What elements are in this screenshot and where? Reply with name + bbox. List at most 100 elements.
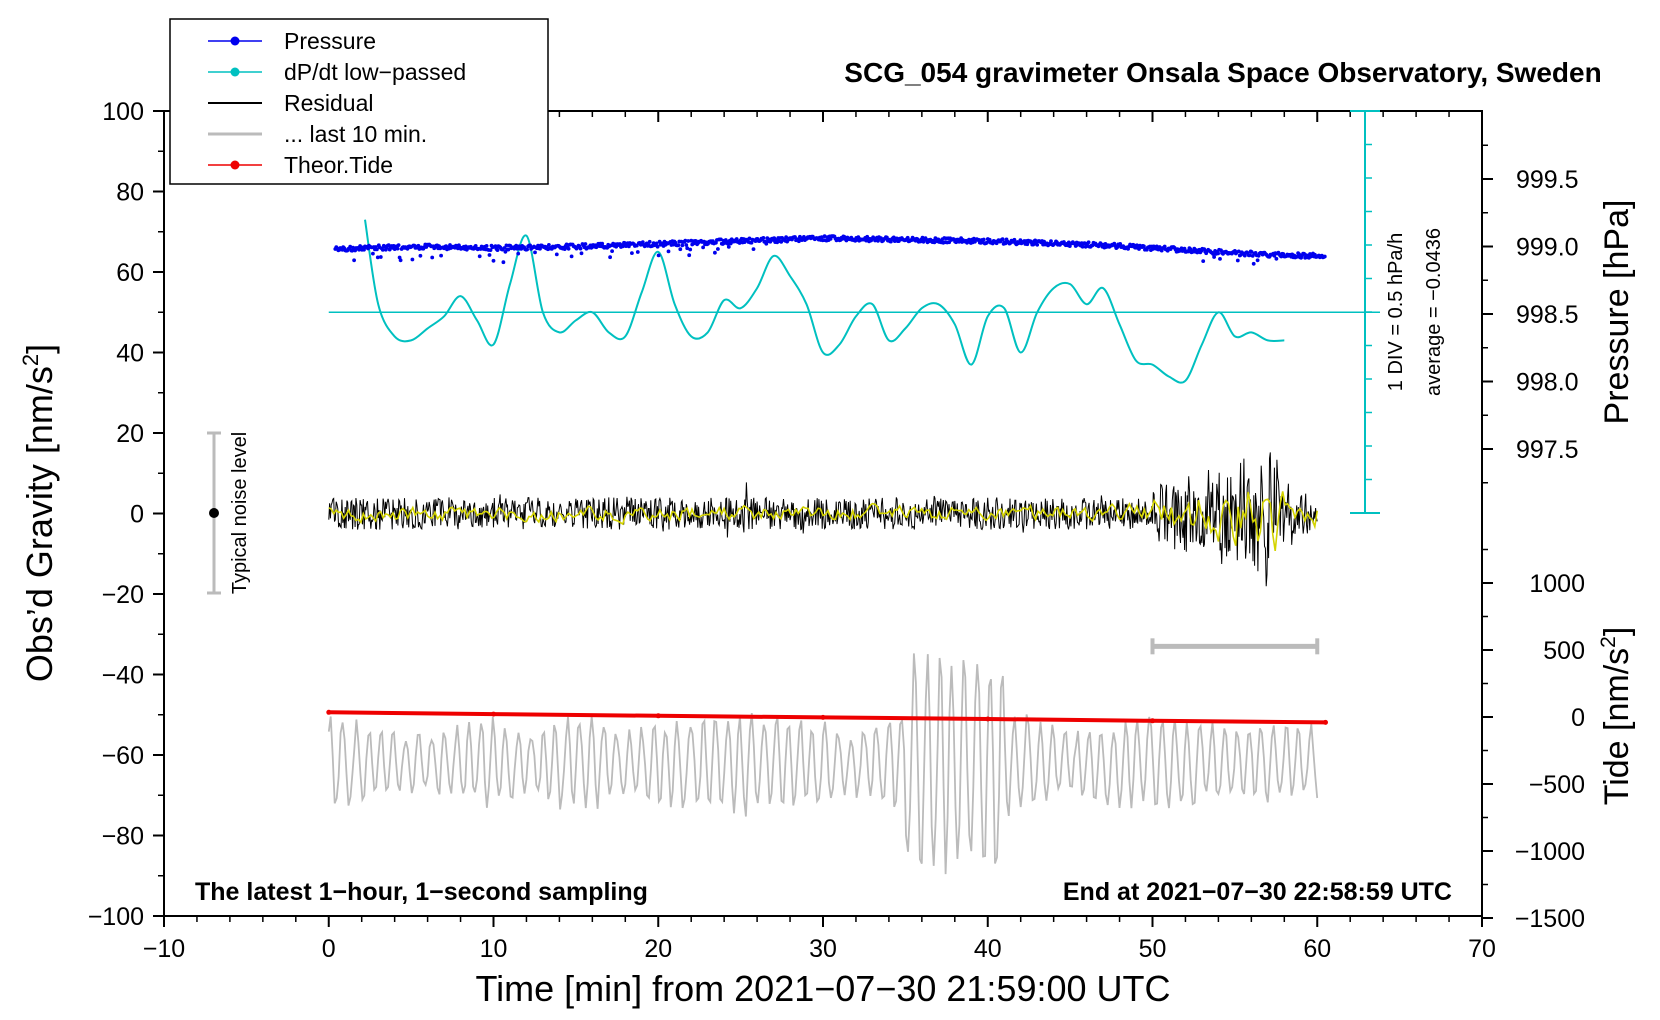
pressure-point — [713, 250, 717, 255]
pressure-point — [516, 251, 521, 256]
y-tick-label: 20 — [116, 420, 144, 448]
legend-item-theor-tide: Theor.Tide — [208, 152, 393, 178]
pressure-point — [751, 247, 756, 252]
pressure-point — [493, 244, 498, 249]
pressure-point — [1012, 237, 1017, 242]
pressure-point — [538, 246, 542, 251]
pressure-point — [726, 245, 731, 249]
pressure-point — [395, 246, 400, 251]
legend-marker-pressure — [230, 36, 240, 46]
y-tick-label: 60 — [116, 259, 144, 287]
pressure-point — [761, 236, 766, 240]
pressure-point — [566, 246, 571, 251]
pressure-point — [1086, 240, 1091, 245]
pressure-point — [396, 243, 401, 248]
theor-tide-point — [1323, 719, 1328, 725]
pressure-point — [1118, 242, 1123, 246]
x-axis-label: Time [min] from 2021−07−30 21:59:00 UTC — [475, 968, 1170, 1009]
pressure-point — [610, 249, 614, 254]
pressure-point — [608, 255, 612, 260]
pressure-point — [687, 253, 692, 258]
y-axis-label-tide-sup: 2 — [1597, 636, 1620, 648]
x-tick-label: 10 — [480, 935, 508, 963]
pressure-point — [578, 246, 583, 251]
y-axis-label-left: Obs’d Gravity [nm/s2] — [18, 344, 60, 682]
legend-item-residual: Residual — [208, 90, 374, 116]
x-tick-label: 70 — [1468, 935, 1496, 963]
y-tick-label: −20 — [102, 581, 144, 609]
pressure-point — [666, 249, 671, 254]
pressure-point — [352, 258, 356, 263]
pressure-point — [749, 240, 754, 245]
pressure-point — [600, 241, 605, 246]
pressure-point — [822, 234, 827, 239]
pressure-point — [621, 244, 625, 249]
tide-tick-label: −1000 — [1515, 838, 1585, 866]
pressure-point — [410, 257, 415, 262]
y-tick-label: 80 — [116, 179, 144, 207]
x-tick-label: 40 — [974, 935, 1002, 963]
chart-title: SCG_054 gravimeter Onsala Space Observat… — [844, 57, 1601, 88]
pressure-point — [1182, 246, 1187, 251]
pressure-point — [905, 235, 910, 240]
pressure-point — [579, 251, 584, 256]
pressure-point — [932, 240, 937, 245]
pressure-point — [1080, 244, 1085, 249]
pressure-point — [1247, 253, 1252, 258]
legend-marker-theor-tide — [230, 160, 240, 170]
tide-tick-label: −1500 — [1515, 905, 1585, 933]
dpdt-div-label: 1 DIV = 0.5 hPa/h — [1385, 233, 1407, 391]
y-tick-label: −100 — [88, 903, 144, 931]
y-tick-label: −60 — [102, 742, 144, 770]
pressure-point — [676, 243, 681, 248]
pressure-point — [1322, 254, 1327, 259]
pressure-point — [502, 246, 507, 250]
pressure-point — [635, 250, 640, 254]
pressure-point — [1211, 252, 1215, 256]
pressure-point — [1035, 242, 1040, 247]
pressure-point — [569, 254, 574, 259]
dpdt-average-label: average = −0.0436 — [1423, 228, 1445, 396]
series-pressure — [333, 234, 1327, 266]
legend-item-last-10-min: ... last 10 min. — [208, 121, 427, 147]
y-axis-label-tide: Tide [nm/s2] — [1597, 627, 1636, 806]
legend-item-dpdt: dP/dt low−passed — [208, 59, 466, 85]
tide-tick-label: −500 — [1529, 771, 1585, 799]
pressure-point — [1188, 247, 1193, 252]
theor-tide-point — [985, 716, 991, 722]
pressure-point — [1025, 242, 1030, 247]
pressure-point — [684, 243, 689, 247]
y-tick-label: −80 — [102, 823, 144, 851]
pressure-point — [1082, 241, 1087, 246]
y-tick-label: 0 — [130, 501, 144, 529]
theor-tide-point — [820, 714, 826, 720]
pressure-point — [678, 247, 683, 252]
y-tick-label: 100 — [102, 98, 144, 126]
pressure-tick-label: 998.5 — [1516, 301, 1579, 329]
pressure-point — [362, 247, 366, 252]
y-tick-label: −40 — [102, 662, 144, 690]
pressure-point — [686, 239, 691, 243]
pressure-point — [416, 243, 421, 248]
pressure-point — [981, 237, 986, 242]
pressure-point — [1218, 257, 1222, 261]
pressure-point — [583, 242, 588, 246]
pressure-point — [716, 247, 720, 251]
pressure-tick-label: 997.5 — [1516, 436, 1579, 464]
pressure-point — [350, 248, 354, 253]
last-10-min-bar — [1150, 638, 1320, 655]
pressure-point — [378, 255, 383, 259]
pressure-point — [477, 254, 482, 259]
dpdt-scale-ticks — [1365, 143, 1372, 481]
theor-tide-line — [328, 710, 1326, 725]
pressure-point — [747, 236, 752, 241]
series-last-10-min-line — [327, 653, 1319, 875]
tick-layer: −10 0 10 20 30 40 50 60 70100806040200−20−40−60−… — [88, 98, 1585, 963]
pressure-point — [987, 237, 992, 242]
legend-item-pressure: Pressure — [208, 28, 376, 54]
pressure-point — [554, 252, 559, 257]
legend-label-dpdt: dP/dt low−passed — [284, 59, 466, 85]
pressure-point — [1154, 244, 1159, 249]
x-tick-label: 30 — [809, 935, 837, 963]
pressure-tick-label: 999.0 — [1516, 234, 1579, 262]
